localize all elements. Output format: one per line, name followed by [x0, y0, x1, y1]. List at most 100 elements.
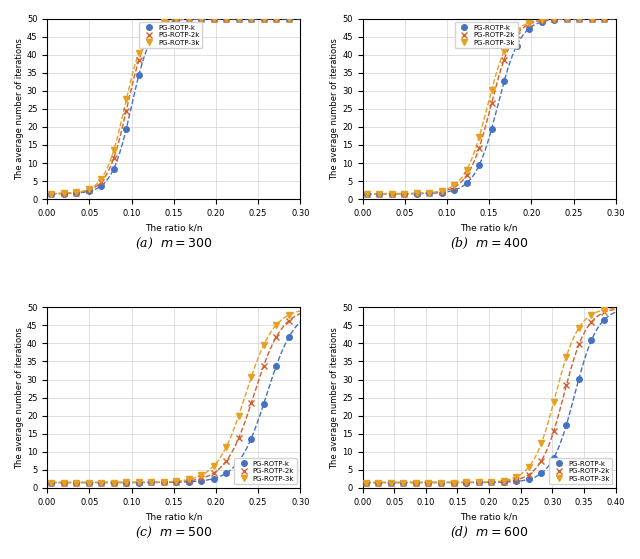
PG-ROTP-3k — [424, 479, 432, 486]
PG-ROTP-k — [525, 25, 533, 32]
PG-ROTP-3k — [437, 479, 445, 486]
PG-ROTP-k — [122, 125, 130, 132]
PG-ROTP-k — [260, 400, 268, 407]
PG-ROTP-3k — [273, 15, 280, 22]
X-axis label: The ratio k/n: The ratio k/n — [145, 224, 202, 233]
PG-ROTP-k — [172, 479, 180, 486]
PG-ROTP-2k — [575, 15, 583, 22]
PG-ROTP-k — [122, 479, 130, 486]
PG-ROTP-3k — [235, 412, 243, 419]
PG-ROTP-2k — [222, 458, 230, 465]
PG-ROTP-3k — [235, 15, 243, 22]
PG-ROTP-k — [600, 316, 608, 323]
PG-ROTP-k — [476, 162, 483, 168]
PG-ROTP-k — [260, 15, 268, 22]
PG-ROTP-k — [513, 478, 520, 485]
PG-ROTP-3k — [110, 479, 118, 486]
PG-ROTP-2k — [110, 479, 118, 486]
PG-ROTP-k — [462, 479, 470, 486]
PG-ROTP-3k — [488, 87, 495, 93]
PG-ROTP-k — [488, 125, 495, 132]
PG-ROTP-2k — [197, 15, 205, 22]
PG-ROTP-k — [110, 165, 118, 172]
PG-ROTP-2k — [285, 15, 292, 22]
PG-ROTP-2k — [600, 309, 608, 316]
PG-ROTP-2k — [487, 479, 495, 486]
PG-ROTP-k — [376, 191, 383, 197]
PG-ROTP-k — [222, 15, 230, 22]
PG-ROTP-3k — [362, 479, 369, 486]
Line: PG-ROTP-3k: PG-ROTP-3k — [49, 16, 291, 196]
PG-ROTP-3k — [563, 353, 570, 360]
PG-ROTP-2k — [85, 187, 93, 193]
PG-ROTP-k — [60, 479, 68, 486]
PG-ROTP-k — [575, 15, 583, 22]
PG-ROTP-2k — [47, 479, 55, 486]
PG-ROTP-3k — [500, 48, 508, 54]
PG-ROTP-3k — [525, 20, 533, 26]
PG-ROTP-k — [550, 454, 557, 461]
PG-ROTP-3k — [538, 440, 545, 447]
PG-ROTP-k — [197, 15, 205, 22]
PG-ROTP-3k — [450, 479, 458, 486]
PG-ROTP-3k — [60, 190, 68, 197]
PG-ROTP-3k — [588, 15, 595, 22]
PG-ROTP-3k — [172, 16, 180, 23]
PG-ROTP-2k — [363, 191, 371, 197]
PG-ROTP-3k — [387, 479, 395, 486]
PG-ROTP-k — [538, 18, 545, 25]
PG-ROTP-3k — [438, 187, 445, 194]
PG-ROTP-2k — [210, 470, 218, 476]
PG-ROTP-k — [575, 375, 583, 382]
PG-ROTP-3k — [72, 479, 80, 486]
PG-ROTP-k — [97, 182, 105, 189]
PG-ROTP-2k — [273, 334, 280, 340]
PG-ROTP-k — [475, 479, 483, 486]
PG-ROTP-3k — [135, 50, 143, 56]
PG-ROTP-3k — [413, 190, 420, 197]
PG-ROTP-2k — [525, 471, 532, 478]
PG-ROTP-3k — [525, 463, 532, 470]
Title: (a)  $m = 300$: (a) $m = 300$ — [135, 236, 212, 251]
PG-ROTP-3k — [172, 478, 180, 485]
PG-ROTP-k — [563, 421, 570, 428]
PG-ROTP-3k — [160, 18, 168, 25]
Y-axis label: The average number of iterations: The average number of iterations — [15, 326, 24, 468]
PG-ROTP-k — [487, 479, 495, 486]
PG-ROTP-3k — [575, 324, 583, 331]
PG-ROTP-3k — [463, 167, 470, 173]
PG-ROTP-2k — [72, 190, 80, 196]
PG-ROTP-2k — [476, 144, 483, 151]
PG-ROTP-3k — [500, 477, 508, 484]
PG-ROTP-k — [450, 479, 458, 486]
PG-ROTP-2k — [413, 190, 420, 197]
PG-ROTP-2k — [550, 16, 558, 22]
PG-ROTP-2k — [462, 479, 470, 486]
PG-ROTP-3k — [147, 479, 155, 486]
PG-ROTP-2k — [60, 190, 68, 197]
PG-ROTP-3k — [197, 472, 205, 479]
PG-ROTP-k — [273, 15, 280, 22]
PG-ROTP-2k — [600, 15, 608, 22]
PG-ROTP-3k — [60, 479, 68, 486]
PG-ROTP-k — [97, 479, 105, 486]
PG-ROTP-k — [563, 16, 570, 22]
PG-ROTP-k — [424, 479, 432, 486]
PG-ROTP-2k — [110, 155, 118, 162]
PG-ROTP-k — [135, 479, 143, 486]
PG-ROTP-3k — [185, 16, 193, 22]
X-axis label: The ratio k/n: The ratio k/n — [460, 224, 518, 233]
Legend: PG-ROTP-k, PG-ROTP-2k, PG-ROTP-3k: PG-ROTP-k, PG-ROTP-2k, PG-ROTP-3k — [234, 458, 297, 485]
Y-axis label: The average number of iterations: The average number of iterations — [15, 38, 24, 180]
PG-ROTP-k — [362, 479, 369, 486]
Line: PG-ROTP-2k: PG-ROTP-2k — [49, 16, 291, 196]
PG-ROTP-2k — [97, 479, 105, 486]
PG-ROTP-2k — [588, 15, 595, 22]
PG-ROTP-2k — [185, 16, 193, 22]
PG-ROTP-k — [47, 479, 55, 486]
Line: PG-ROTP-2k: PG-ROTP-2k — [49, 318, 291, 485]
Y-axis label: The average number of iterations: The average number of iterations — [330, 326, 339, 468]
PG-ROTP-k — [374, 479, 382, 486]
PG-ROTP-k — [285, 15, 292, 22]
PG-ROTP-k — [401, 190, 408, 197]
